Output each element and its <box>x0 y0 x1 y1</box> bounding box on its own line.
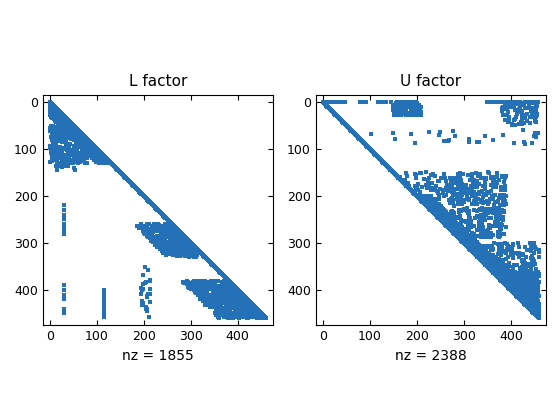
X-axis label: nz = 2388: nz = 2388 <box>395 349 467 362</box>
X-axis label: nz = 1855: nz = 1855 <box>122 349 194 362</box>
Title: L factor: L factor <box>129 74 187 89</box>
Title: U factor: U factor <box>400 74 461 89</box>
